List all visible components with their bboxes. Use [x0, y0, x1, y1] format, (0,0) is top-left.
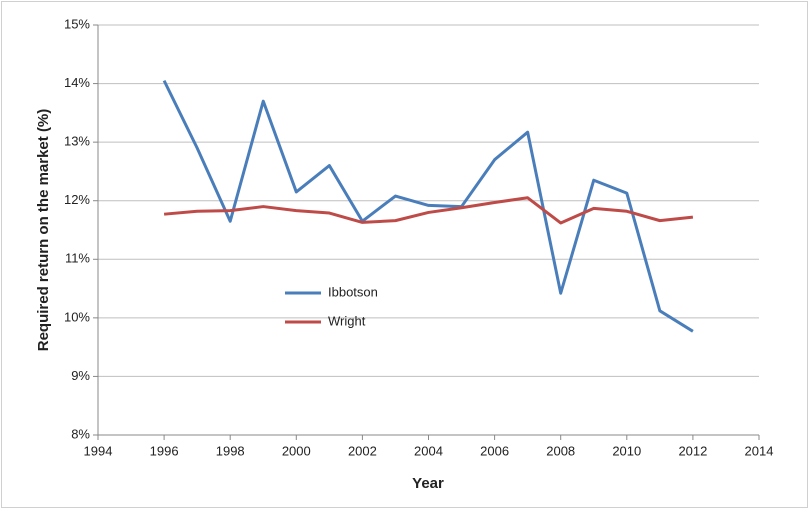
- series-line: [162, 79, 694, 333]
- y-tick-label: 10%: [64, 309, 90, 324]
- y-tick-label: 15%: [64, 16, 90, 31]
- x-tick-label: 2004: [414, 443, 443, 458]
- x-tick-label: 2000: [282, 443, 311, 458]
- y-tick-label: 9%: [71, 368, 90, 383]
- y-tick-label: 13%: [64, 134, 90, 149]
- legend-label: Wright: [328, 313, 366, 328]
- y-axis-title: Required return on the market (%): [35, 109, 52, 352]
- y-tick-label: 11%: [65, 251, 90, 266]
- x-tick-label: 1996: [150, 443, 179, 458]
- x-axis-title: Year: [412, 475, 444, 492]
- x-tick-label: 2002: [348, 443, 377, 458]
- y-tick-label: 12%: [64, 192, 90, 207]
- x-tick-label: 2010: [612, 443, 641, 458]
- x-tick-label: 1994: [84, 443, 113, 458]
- series-line: [163, 196, 694, 225]
- x-tick-label: 2012: [678, 443, 707, 458]
- x-tick-label: 1998: [216, 443, 245, 458]
- y-tick-label: 8%: [71, 426, 90, 441]
- x-tick-label: 2008: [546, 443, 575, 458]
- x-tick-label: 2006: [480, 443, 509, 458]
- legend-label: Ibbotson: [328, 284, 378, 299]
- x-tick-label: 2014: [745, 443, 774, 458]
- y-tick-label: 14%: [64, 75, 90, 90]
